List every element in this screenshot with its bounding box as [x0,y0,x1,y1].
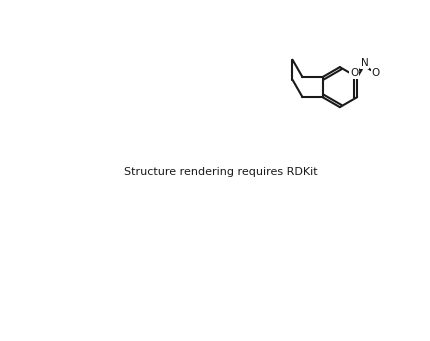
Text: O: O [371,68,379,78]
Text: N: N [360,58,368,68]
Text: O: O [349,68,357,78]
Text: Structure rendering requires RDKit: Structure rendering requires RDKit [123,167,316,177]
